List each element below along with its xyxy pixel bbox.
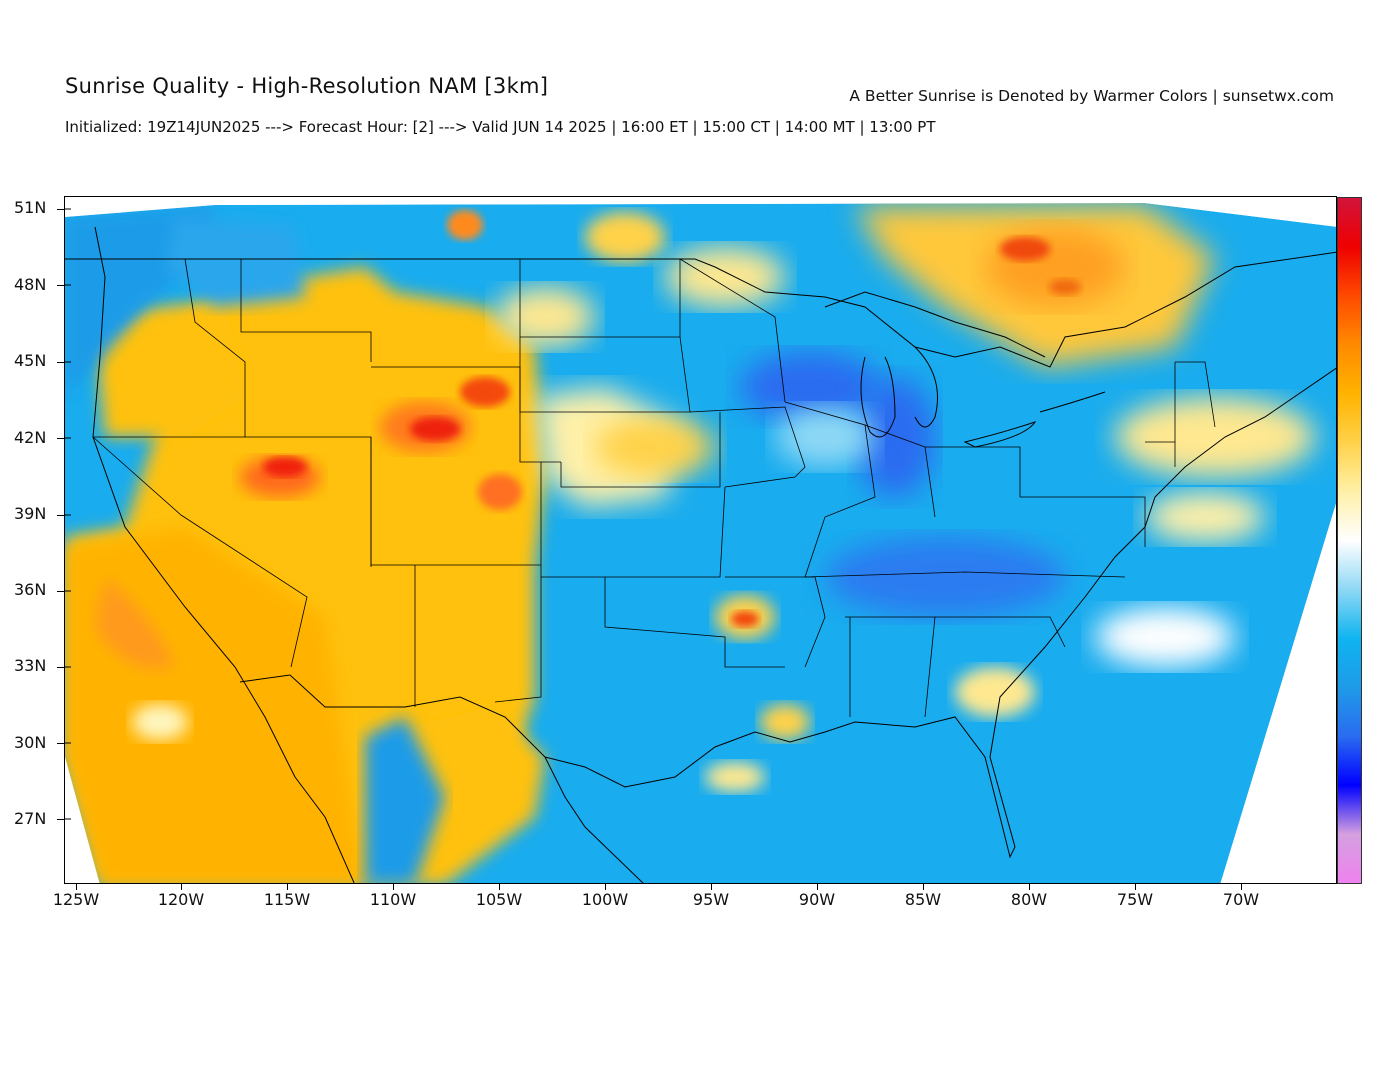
lat-tick: [57, 285, 64, 286]
lat-label-27n: 27N: [14, 809, 47, 828]
lon-label-105w: 105W: [475, 890, 523, 909]
lon-label-85w: 85W: [904, 890, 942, 909]
lat-label-33n: 33N: [14, 656, 47, 675]
lon-tick: [1135, 884, 1136, 890]
lon-tick: [287, 884, 288, 890]
graticule: [65, 208, 71, 820]
lon-label-70w: 70W: [1222, 890, 1260, 909]
map-subtitle: Initialized: 19Z14JUN2025 ---> Forecast …: [65, 118, 936, 136]
lat-label-36n: 36N: [14, 580, 47, 599]
lat-tick: [57, 438, 64, 439]
lon-tick: [1241, 884, 1242, 890]
forecast-map[interactable]: [64, 196, 1337, 884]
lat-label-30n: 30N: [14, 733, 47, 752]
state-borders: [92, 258, 1216, 718]
lon-tick: [181, 884, 182, 890]
lon-tick: [76, 884, 77, 890]
lat-label-48n: 48N: [14, 275, 47, 294]
lon-tick: [393, 884, 394, 890]
map-canvas: [65, 197, 1336, 883]
lon-tick: [923, 884, 924, 890]
lon-tick: [499, 884, 500, 890]
lon-label-100w: 100W: [581, 890, 629, 909]
lat-tick: [57, 209, 64, 210]
country-borders: [65, 251, 1336, 883]
lon-tick: [605, 884, 606, 890]
lon-label-75w: 75W: [1116, 890, 1154, 909]
lon-label-80w: 80W: [1010, 890, 1048, 909]
lat-tick: [57, 362, 64, 363]
lon-tick: [711, 884, 712, 890]
coastlines: [92, 226, 1336, 883]
lon-label-95w: 95W: [692, 890, 730, 909]
lon-tick: [1029, 884, 1030, 890]
lon-label-120w: 120W: [157, 890, 205, 909]
lon-label-90w: 90W: [798, 890, 836, 909]
map-tagline: A Better Sunrise is Denoted by Warmer Co…: [849, 87, 1334, 105]
projection-mask: [65, 197, 1336, 883]
lon-tick: [817, 884, 818, 890]
lat-tick: [57, 819, 64, 820]
lat-tick: [57, 591, 64, 592]
lon-label-110w: 110W: [369, 890, 417, 909]
colorbar: [1337, 197, 1362, 884]
lat-label-42n: 42N: [14, 428, 47, 447]
lat-label-39n: 39N: [14, 504, 47, 523]
lat-tick: [57, 667, 64, 668]
map-title: Sunrise Quality - High-Resolution NAM [3…: [65, 74, 549, 98]
lon-label-125w: 125W: [52, 890, 100, 909]
lat-label-45n: 45N: [14, 351, 47, 370]
lat-tick: [57, 743, 64, 744]
lat-tick: [57, 515, 64, 516]
lon-label-115w: 115W: [263, 890, 311, 909]
lat-label-51n: 51N: [14, 198, 47, 217]
forecast-field: [65, 203, 1336, 883]
